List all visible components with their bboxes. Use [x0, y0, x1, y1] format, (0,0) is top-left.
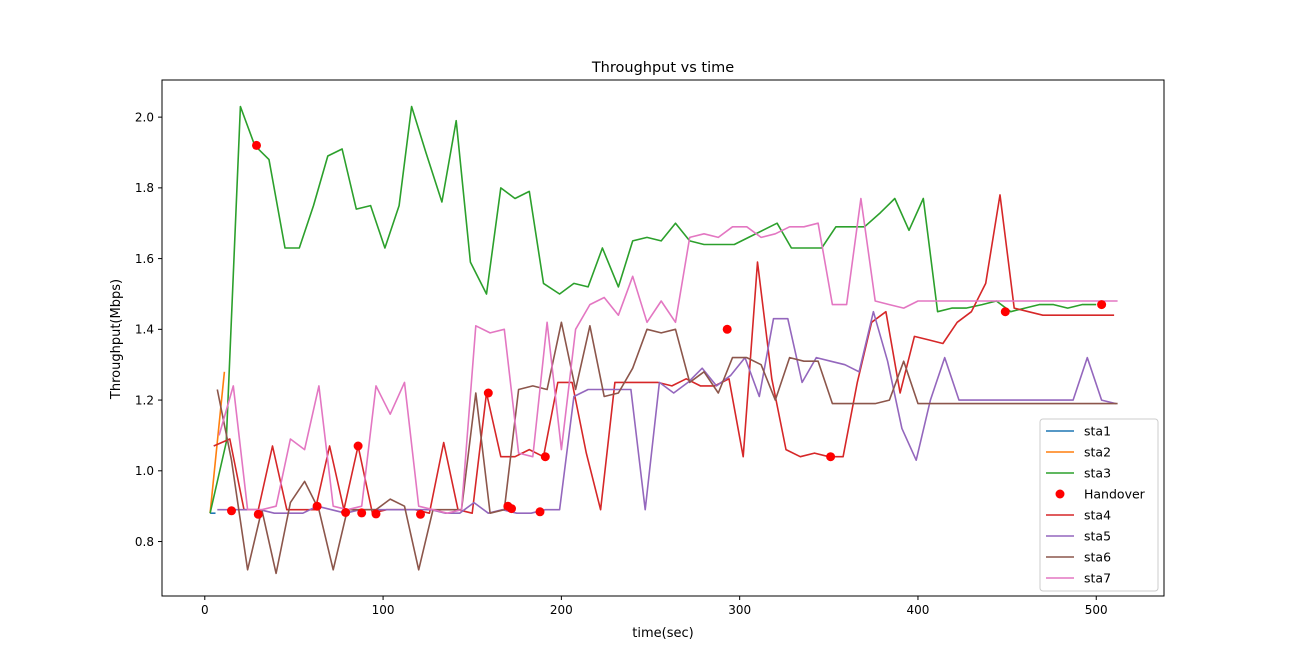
handover-point	[357, 508, 367, 518]
legend: sta1 sta2 sta3 Handover sta4 sta5 sta6 sta7	[1039, 418, 1159, 592]
series-layer	[209, 105, 1118, 575]
legend-label: Handover	[1084, 487, 1146, 502]
legend-label: sta4	[1084, 508, 1111, 523]
handover-point	[535, 507, 545, 517]
handover-point	[540, 452, 550, 462]
handover-point	[1000, 307, 1010, 317]
legend-marker-handover	[1055, 489, 1065, 499]
handover-point	[341, 508, 351, 517]
handover-point	[1097, 300, 1107, 310]
x-tick-label: 400	[907, 603, 930, 617]
legend-label: sta6	[1084, 550, 1111, 565]
handover-point	[507, 504, 516, 514]
handover-points-layer	[227, 140, 1107, 519]
legend-box	[1039, 418, 1159, 592]
handover-point	[353, 441, 363, 451]
y-axis-ticks: 0.8 1.0 1.2 1.4 1.6 1.8 2.0	[135, 110, 162, 549]
y-tick-label: 1.0	[135, 464, 154, 478]
legend-label: sta2	[1084, 445, 1111, 460]
y-tick-label: 1.4	[135, 323, 154, 337]
legend-label: sta5	[1084, 529, 1111, 544]
handover-point	[826, 452, 836, 462]
y-axis-label: Throughput(Mbps)	[109, 279, 124, 400]
y-tick-label: 0.8	[135, 535, 154, 549]
handover-point	[227, 506, 236, 516]
series-line-sta4	[213, 194, 1115, 515]
handover-point	[252, 140, 261, 150]
series-line-sta6	[216, 321, 1118, 575]
handover-point	[253, 509, 263, 519]
legend-label: sta1	[1084, 424, 1111, 439]
x-axis-ticks: 0 100 200 300 400 500	[201, 596, 1108, 617]
series-line-sta7	[218, 197, 1118, 515]
x-tick-label: 500	[1085, 603, 1108, 617]
handover-point	[312, 501, 322, 511]
y-tick-label: 1.6	[135, 252, 154, 266]
handover-point	[483, 388, 493, 398]
legend-label: sta3	[1084, 466, 1111, 481]
handover-point	[371, 509, 381, 519]
x-tick-label: 100	[372, 603, 395, 617]
handover-point	[722, 324, 732, 334]
handover-point	[416, 509, 425, 519]
series-line-sta3	[209, 105, 1097, 514]
x-tick-label: 200	[550, 603, 573, 617]
plot-area-frame	[161, 79, 1165, 597]
y-tick-label: 1.2	[135, 393, 154, 407]
chart-title: Throughput vs time	[591, 60, 734, 76]
series-line-sta2	[209, 371, 226, 514]
x-tick-label: 300	[728, 603, 751, 617]
y-tick-label: 1.8	[135, 181, 154, 195]
y-tick-label: 2.0	[135, 110, 154, 124]
x-tick-label: 0	[201, 603, 209, 617]
legend-label: sta7	[1084, 571, 1111, 586]
x-axis-label: time(sec)	[632, 626, 693, 641]
series-line-sta5	[217, 310, 1117, 515]
